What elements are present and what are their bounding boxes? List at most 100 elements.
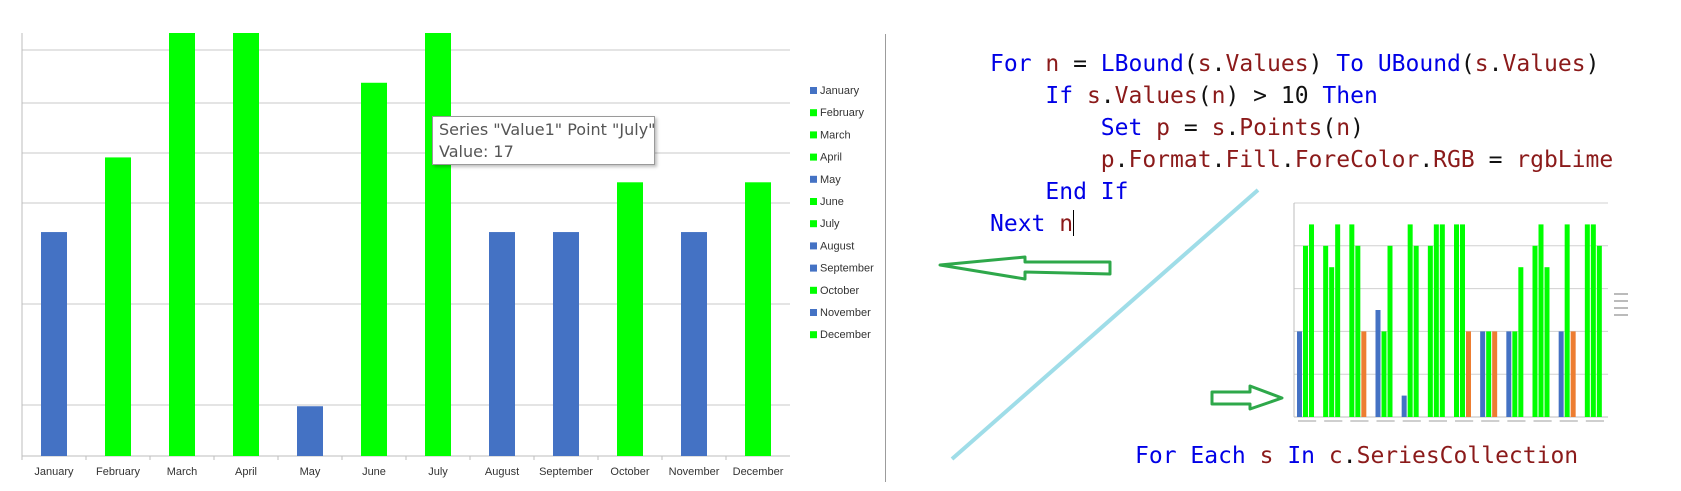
mini-legend-entry — [1614, 300, 1628, 302]
code-token: In — [1273, 443, 1329, 469]
mini-bar — [1590, 224, 1596, 417]
chart-tooltip: Series "Value1" Point "July" Value: 17 — [432, 116, 656, 165]
mini-x-tick-label — [1376, 420, 1395, 422]
code-token: For — [990, 51, 1046, 77]
code-token: ( — [1322, 115, 1337, 141]
panel-divider — [885, 34, 886, 482]
code-token: s — [1197, 51, 1212, 77]
code-token: s — [1259, 443, 1274, 469]
mini-bar — [1361, 331, 1367, 417]
mini-bar — [1375, 310, 1381, 417]
legend-entry: September — [820, 263, 874, 275]
bar-april[interactable] — [233, 33, 259, 456]
code-token: Values — [1114, 83, 1198, 109]
code-token: s — [1474, 51, 1489, 77]
mini-x-tick-label — [1324, 420, 1343, 422]
mini-x-tick-label — [1533, 420, 1552, 422]
mini-x-tick-label — [1428, 420, 1447, 422]
code-token: To — [1336, 51, 1378, 77]
mini-legend-entry — [1614, 293, 1628, 295]
mini-bar — [1454, 224, 1459, 417]
code-token: = — [1474, 147, 1517, 173]
mini-bar — [1596, 245, 1602, 417]
mini-bar — [1387, 245, 1393, 417]
bar-june[interactable] — [361, 82, 387, 456]
code-token: Next — [990, 211, 1060, 237]
code-token: Then — [1322, 83, 1378, 109]
bar-may[interactable] — [297, 406, 323, 456]
text-cursor — [1073, 210, 1075, 236]
bar-january[interactable] — [41, 232, 67, 456]
x-tick-label: November — [669, 466, 720, 478]
mini-bar — [1433, 224, 1439, 417]
bar-march[interactable] — [169, 33, 195, 456]
code-token: c — [1328, 443, 1343, 469]
code-token: ForeColor — [1294, 147, 1420, 173]
code-token: n — [1211, 83, 1226, 109]
code-token: Values — [1225, 51, 1309, 77]
mini-bar — [1335, 224, 1341, 417]
mini-bar — [1329, 267, 1335, 417]
mini-bar — [1427, 245, 1433, 417]
mini-bar — [1413, 245, 1419, 417]
legend-entry: December — [820, 329, 871, 341]
main-bar-chart: January February March April May June July Augu… — [21, 33, 874, 478]
code-token: . — [1280, 147, 1295, 173]
mini-x-tick-label — [1559, 420, 1578, 422]
mini-bar — [1297, 331, 1302, 417]
code-token: ) — [1585, 51, 1600, 77]
x-tick-label: October — [610, 466, 649, 478]
code-token: n — [1336, 115, 1351, 141]
code-token: . — [1100, 83, 1115, 109]
legend-entry: August — [820, 240, 854, 252]
mini-legend-entry — [1614, 307, 1628, 309]
legend-entry: April — [820, 152, 842, 164]
code-token: ) > 10 — [1225, 83, 1323, 109]
bar-july[interactable] — [425, 33, 451, 456]
bar-august[interactable] — [489, 232, 515, 456]
legend-entry: July — [820, 218, 840, 230]
mini-x-tick-label — [1350, 420, 1369, 422]
legend-swatch — [810, 264, 817, 272]
legend-swatch — [810, 286, 817, 294]
x-tick-label: February — [96, 466, 141, 478]
x-tick-label: April — [235, 466, 257, 478]
mini-bar — [1584, 224, 1590, 417]
code-token: RGB — [1433, 147, 1475, 173]
code-token: . — [1114, 147, 1129, 173]
bar-october[interactable] — [617, 182, 643, 456]
vba-code-foreach-line: For Each s In c.SeriesCollection — [1135, 440, 1578, 472]
legend-entry: October — [820, 285, 859, 297]
x-tick-label: July — [428, 466, 448, 478]
tooltip-series-point: Series "Value1" Point "July" — [439, 120, 656, 139]
code-token: ( — [1460, 51, 1475, 77]
code-token: s — [1086, 83, 1101, 109]
mini-bar — [1532, 245, 1538, 417]
code-token: Fill — [1225, 147, 1281, 173]
legend-swatch — [810, 198, 817, 205]
code-line: If s.Values(n) > 10 Then — [990, 80, 1613, 112]
code-line: Set p = s.Points(n) — [990, 112, 1613, 144]
legend-entry: November — [820, 307, 871, 319]
bar-september[interactable] — [553, 232, 579, 456]
code-token: Format — [1128, 147, 1212, 173]
tooltip-value: Value: 17 — [439, 142, 514, 161]
legend-entry: June — [820, 196, 844, 208]
legend-swatch — [810, 87, 817, 94]
code-token: Set — [990, 115, 1157, 141]
code-token: End If — [990, 179, 1129, 205]
mini-bar — [1486, 331, 1492, 417]
code-token: ( — [1183, 51, 1198, 77]
legend-entry: January — [820, 85, 860, 97]
bar-february[interactable] — [105, 157, 131, 457]
mini-bar — [1381, 331, 1387, 417]
code-token: p — [1156, 115, 1171, 141]
mini-bar — [1480, 331, 1486, 417]
mini-x-tick-label — [1402, 420, 1421, 422]
bar-november[interactable] — [681, 232, 707, 456]
mini-x-tick-label — [1585, 420, 1604, 422]
mini-bar — [1349, 224, 1355, 417]
legend-swatch — [810, 153, 817, 161]
bar-december[interactable] — [745, 182, 771, 456]
mini-x-tick-label — [1481, 420, 1500, 422]
